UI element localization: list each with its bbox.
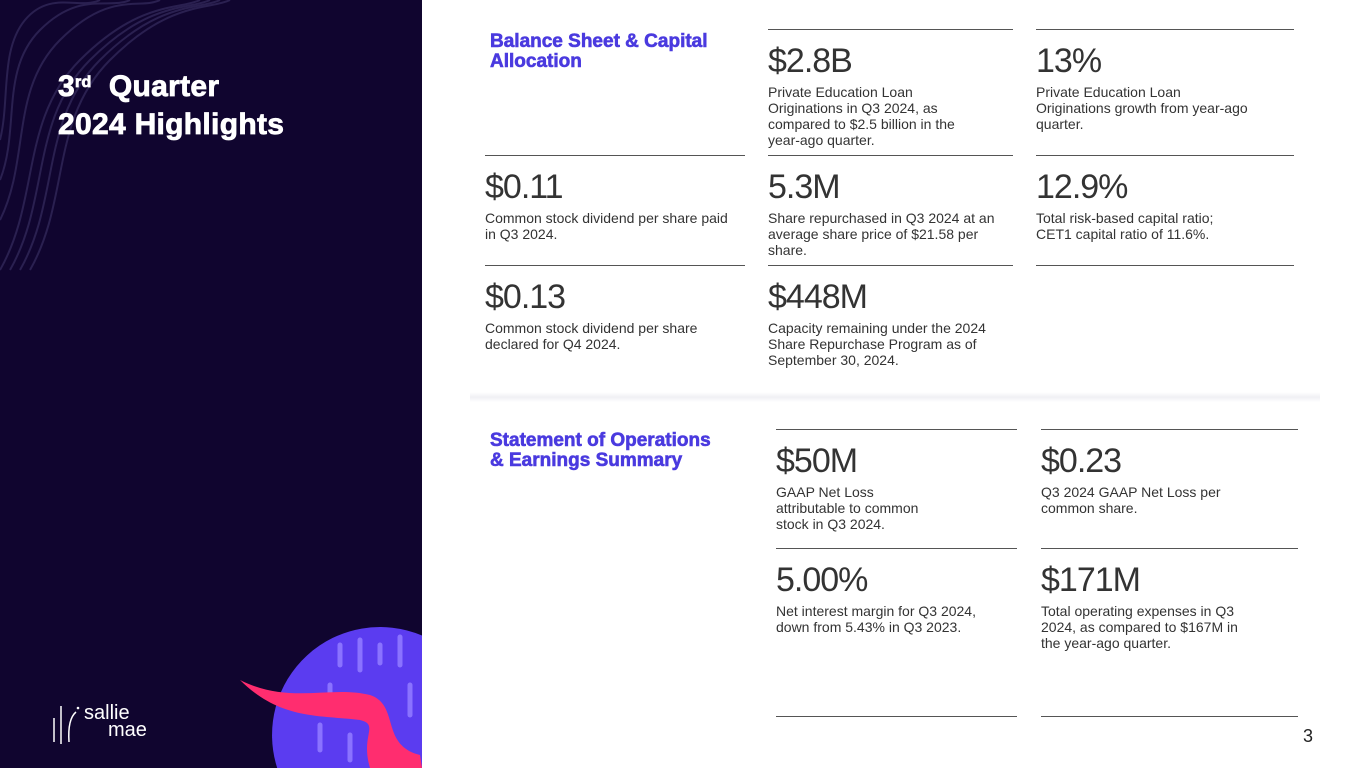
metric-desc: Q3 2024 GAAP Net Loss per common share. — [1041, 484, 1221, 516]
metric-desc: Total operating expenses in Q3 2024, as … — [1041, 603, 1238, 651]
logo-mark-icon — [53, 706, 80, 744]
logo-text-sallie: sallie — [84, 702, 130, 724]
metric-desc: Capacity remaining under the 2024 Share … — [768, 320, 986, 368]
metric-share-repurchase: 5.3M Share repurchased in Q3 2024 at an a… — [768, 155, 1013, 258]
section-title-operations: Statement of Operations & Earnings Summa… — [490, 430, 711, 471]
metric-desc: Common stock dividend per share paid in … — [485, 210, 728, 242]
metric-desc: Private Education Loan Originations in Q… — [768, 84, 955, 148]
page-number: 3 — [1302, 726, 1313, 746]
metric-originations-growth: 13% Private Education Loan Originations g… — [1036, 29, 1294, 132]
title-quarter: Quarter — [108, 70, 220, 104]
slide-title: 3rd Quarter 2024 Highlights — [58, 68, 285, 144]
metric-desc: Net interest margin for Q3 2024, down fr… — [776, 603, 976, 635]
metric-net-interest-margin: 5.00% Net interest margin for Q3 2024, do… — [776, 548, 1017, 635]
decorative-brush-circle — [240, 627, 422, 768]
metric-value: 12.9% — [1036, 168, 1128, 206]
metric-value: $171M — [1041, 561, 1141, 599]
wave-pattern — [0, 0, 231, 271]
section-title-balance-sheet: Balance Sheet & Capital Allocation — [490, 31, 708, 72]
left-panel: 3rd Quarter 2024 Highlights sallie mae — [0, 0, 422, 768]
metric-operating-expenses: $171M Total operating expenses in Q3 2024… — [1041, 548, 1298, 651]
metric-value: $448M — [768, 278, 868, 316]
metric-net-loss: $50M GAAP Net Loss attributable to common… — [776, 429, 1017, 532]
metric-desc: GAAP Net Loss attributable to common sto… — [776, 484, 919, 532]
metric-value: $0.11 — [485, 168, 564, 206]
divider — [1041, 716, 1298, 717]
metric-dividend-declared: $0.13 Common stock dividend per share dec… — [485, 265, 745, 352]
metric-repurchase-capacity: $448M Capacity remaining under the 2024 S… — [768, 265, 1013, 368]
metric-value: $2.8B — [768, 42, 853, 80]
metric-capital-ratio: 12.9% Total risk-based capital ratio; CET… — [1036, 155, 1294, 242]
title-number: 3 — [58, 70, 76, 104]
metric-value: 5.00% — [776, 561, 868, 599]
metric-desc: Common stock dividend per share declared… — [485, 320, 698, 352]
title-ordinal: rd — [75, 74, 92, 92]
metric-value: $50M — [776, 442, 858, 480]
metric-loss-per-share: $0.23 Q3 2024 GAAP Net Loss per common sh… — [1041, 429, 1298, 516]
metric-desc: Share repurchased in Q3 2024 at an avera… — [768, 210, 995, 258]
metric-value: 5.3M — [768, 168, 841, 206]
metric-value: $0.13 — [485, 278, 566, 316]
title-line2: 2024 Highlights — [58, 108, 285, 142]
metric-dividend-paid: $0.11 Common stock dividend per share pai… — [485, 155, 745, 242]
logo-text-mae: mae — [108, 719, 147, 741]
metric-desc: Private Education Loan Originations grow… — [1036, 84, 1248, 132]
metric-originations: $2.8B Private Education Loan Originations… — [768, 29, 1013, 148]
divider — [1036, 265, 1294, 266]
metric-value: $0.23 — [1041, 442, 1122, 480]
divider — [776, 716, 1017, 717]
metric-value: 13% — [1036, 42, 1102, 80]
metric-desc: Total risk-based capital ratio; CET1 cap… — [1036, 210, 1214, 242]
section-divider — [470, 392, 1320, 402]
